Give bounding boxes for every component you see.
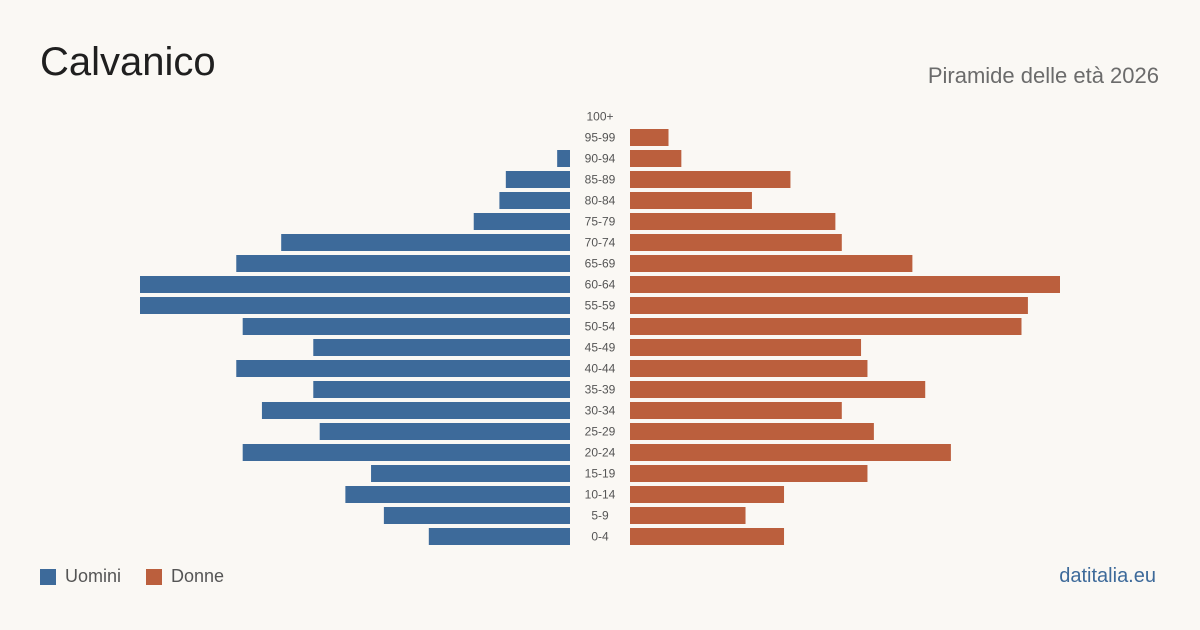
age-label-65-69: 65-69 — [585, 257, 616, 271]
bar-female-55-59 — [630, 297, 1028, 314]
bar-female-65-69 — [630, 255, 913, 272]
age-label-80-84: 80-84 — [585, 194, 616, 208]
age-label-45-49: 45-49 — [585, 341, 616, 355]
bar-female-5-9 — [630, 507, 746, 524]
bar-female-45-49 — [630, 339, 862, 356]
bar-male-80-84 — [499, 192, 570, 209]
legend-label-female: Donne — [171, 566, 225, 586]
age-label-95-99: 95-99 — [585, 131, 616, 145]
bar-male-65-69 — [236, 255, 570, 272]
legend: Uomini Donne — [40, 566, 249, 587]
age-label-40-44: 40-44 — [585, 362, 616, 376]
bar-female-60-64 — [630, 276, 1060, 293]
age-label-70-74: 70-74 — [585, 236, 616, 250]
bar-male-35-39 — [313, 381, 570, 398]
age-label-90-94: 90-94 — [585, 152, 616, 166]
bar-female-50-54 — [630, 318, 1022, 335]
age-label-55-59: 55-59 — [585, 299, 616, 313]
bar-female-30-34 — [630, 402, 842, 419]
age-label-10-14: 10-14 — [585, 488, 616, 502]
bar-female-35-39 — [630, 381, 926, 398]
legend-swatch-female — [146, 568, 163, 585]
bar-female-10-14 — [630, 486, 785, 503]
bar-female-75-79 — [630, 213, 836, 230]
age-label-50-54: 50-54 — [585, 320, 616, 334]
bar-female-90-94 — [630, 150, 682, 167]
bar-male-45-49 — [313, 339, 570, 356]
bar-male-30-34 — [261, 402, 570, 419]
age-label-15-19: 15-19 — [585, 467, 616, 481]
bar-female-15-19 — [630, 465, 868, 482]
bar-male-75-79 — [473, 213, 570, 230]
bar-male-90-94 — [557, 150, 570, 167]
bar-male-85-89 — [505, 171, 570, 188]
age-label-75-79: 75-79 — [585, 215, 616, 229]
legend-item-female: Donne — [146, 566, 224, 587]
legend-item-male: Uomini — [40, 566, 121, 587]
bar-male-25-29 — [319, 423, 570, 440]
bar-male-50-54 — [242, 318, 570, 335]
chart-title: Calvanico — [40, 40, 216, 84]
bar-male-20-24 — [242, 444, 570, 461]
source-link[interactable]: datitalia.eu — [1059, 565, 1156, 587]
bar-female-20-24 — [630, 444, 951, 461]
legend-label-male: Uomini — [65, 566, 122, 586]
age-label-85-89: 85-89 — [585, 173, 616, 187]
legend-swatch-male — [40, 568, 56, 585]
age-label-100+: 100+ — [586, 110, 613, 124]
bar-female-80-84 — [630, 192, 752, 209]
bar-male-5-9 — [383, 507, 570, 524]
bar-female-0-4 — [630, 528, 785, 545]
bar-male-10-14 — [345, 486, 570, 503]
bar-male-40-44 — [236, 360, 570, 377]
bar-male-55-59 — [140, 297, 570, 314]
age-label-30-34: 30-34 — [585, 404, 616, 418]
chart-subtitle: Piramide delle età 2026 — [927, 63, 1159, 88]
bar-female-70-74 — [630, 234, 842, 251]
bar-male-0-4 — [428, 528, 570, 545]
age-label-35-39: 35-39 — [585, 383, 616, 397]
bar-female-40-44 — [630, 360, 868, 377]
age-label-20-24: 20-24 — [585, 446, 616, 460]
bar-female-85-89 — [630, 171, 791, 188]
age-label-5-9: 5-9 — [591, 509, 609, 523]
bar-male-15-19 — [371, 465, 570, 482]
bar-female-25-29 — [630, 423, 874, 440]
bar-female-95-99 — [630, 129, 669, 146]
bar-male-60-64 — [140, 276, 570, 293]
age-label-0-4: 0-4 — [591, 530, 609, 544]
bar-male-70-74 — [281, 234, 570, 251]
age-label-25-29: 25-29 — [585, 425, 616, 439]
age-label-60-64: 60-64 — [585, 278, 616, 292]
